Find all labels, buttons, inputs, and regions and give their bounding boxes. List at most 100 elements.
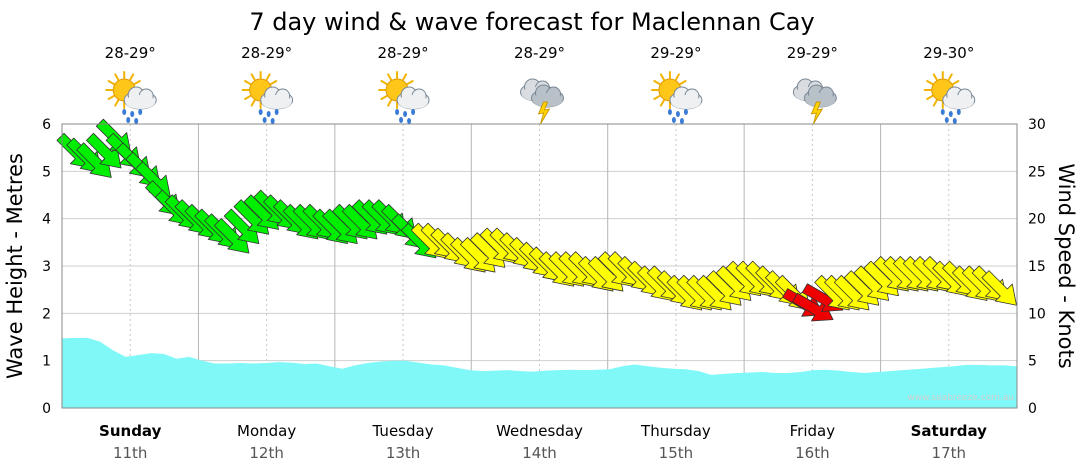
cloud-group [123,86,157,110]
day-date-label: 13th [386,444,420,462]
sun-ray [402,73,408,81]
lightning-bolt [810,101,824,125]
sun-ray [107,95,115,100]
cloud-group-front [803,84,837,108]
sun-ray [387,73,393,81]
temperature-label: 29-29° [650,44,701,62]
sun-cloud-rain-icon [105,71,157,124]
left-tick-label: 1 [42,354,51,370]
cloud-group [942,86,976,110]
lightning-bolt [537,101,551,125]
rain-drop [403,111,408,117]
storm-cloud-icon [520,78,564,125]
cloud-fill [670,95,701,109]
sun-cloud-rain-icon [650,71,703,124]
rain-drop [952,118,957,124]
sun-ray [926,95,934,100]
sun-ray [387,99,393,107]
rain-drop [138,109,143,115]
sun-ray [129,73,135,81]
left-tick-label: 4 [42,212,51,228]
cloud-fill [398,95,429,109]
day-columns: 28-29° Sunday 11th 28-29° Monday 12th 28-29° Tu… [99,44,987,462]
rain-drop [675,111,680,117]
day-name-label: Wednesday [496,422,583,440]
right-axis-label: Wind Speed - Knots [1054,163,1078,368]
wind-arrow-shape [981,270,1017,306]
temperature-label: 29-30° [923,44,974,62]
watermark-credit: www.seabreeze.com.au [907,393,1014,403]
sun-ray [270,80,278,85]
left-tick-label: 5 [42,164,51,180]
rain-drop [407,118,412,124]
right-tick-label: 5 [1028,354,1037,370]
sun-ray [244,95,252,100]
day-date-label: 17th [932,444,966,462]
right-tick-label: 20 [1028,212,1046,228]
sun-ray [659,73,665,81]
wave-height-fill [62,337,1017,408]
right-tick-label: 10 [1028,306,1046,322]
wind-arrow [981,270,1017,306]
sun-ray [133,80,141,85]
day-column-tuesday: 28-29° Tuesday 13th [372,44,434,462]
sun-ray [380,95,388,100]
rain-drop [266,111,271,117]
rain-drop [122,109,127,115]
left-tick-label: 2 [42,306,51,322]
sun-ray [114,99,120,107]
right-tick-label: 30 [1028,117,1046,133]
rain-drop [679,118,684,124]
rain-drop [671,117,676,123]
sun-ray [380,80,388,85]
cloud-fill [125,95,156,109]
sun-ray [674,73,680,81]
sun-ray [659,99,665,107]
day-date-label: 16th [795,444,829,462]
left-axis-label: Wave Height - Metres [3,153,27,379]
sun-ray [114,73,120,81]
day-column-monday: 28-29° Monday 12th [237,44,296,462]
rain-drop [126,117,131,123]
rain-drop [130,111,135,117]
right-axis-ticks: 0 5 10 15 20 25 30 [1028,117,1046,417]
sun-ray [244,80,252,85]
right-tick-label: 15 [1028,259,1046,275]
sun-ray [406,80,414,85]
cloud-fill [943,95,974,109]
left-tick-label: 3 [42,259,51,275]
sun-ray [947,73,953,81]
sun-cloud-rain-icon [378,71,430,124]
day-column-sunday: 28-29° Sunday 11th [99,44,162,462]
left-tick-label: 0 [42,401,51,417]
temperature-label: 29-29° [787,44,838,62]
storm-cloud-icon [792,78,837,125]
rain-drop [399,117,404,123]
rain-drop [944,117,949,123]
wind-arrow-shape [86,132,122,169]
day-name-label: Sunday [99,422,162,440]
day-column-saturday: 29-30° Saturday 17th [911,44,988,462]
cloud-group [260,86,294,110]
chart-title: 7 day wind & wave forecast for Maclennan… [249,8,814,36]
sun-ray [926,80,934,85]
day-date-label: 12th [249,444,283,462]
sun-ray [653,95,661,100]
wave-height-area [62,337,1017,408]
day-date-label: 11th [113,444,147,462]
rain-drop [411,109,416,115]
sun-ray [932,99,938,107]
day-date-label: 15th [659,444,693,462]
cloud-fill [805,93,836,107]
day-date-label: 14th [522,444,556,462]
rain-drop [274,109,279,115]
wind-arrows-series [56,118,1017,322]
cloud-group-front [531,84,564,108]
day-column-friday: 29-29° Friday 16th [787,44,838,462]
sun-ray [679,80,687,85]
day-column-wednesday: 28-29° Wednesday 14th [496,44,583,462]
wind-arrow [86,132,122,169]
day-name-label: Friday [790,422,836,440]
temperature-label: 28-29° [514,44,565,62]
